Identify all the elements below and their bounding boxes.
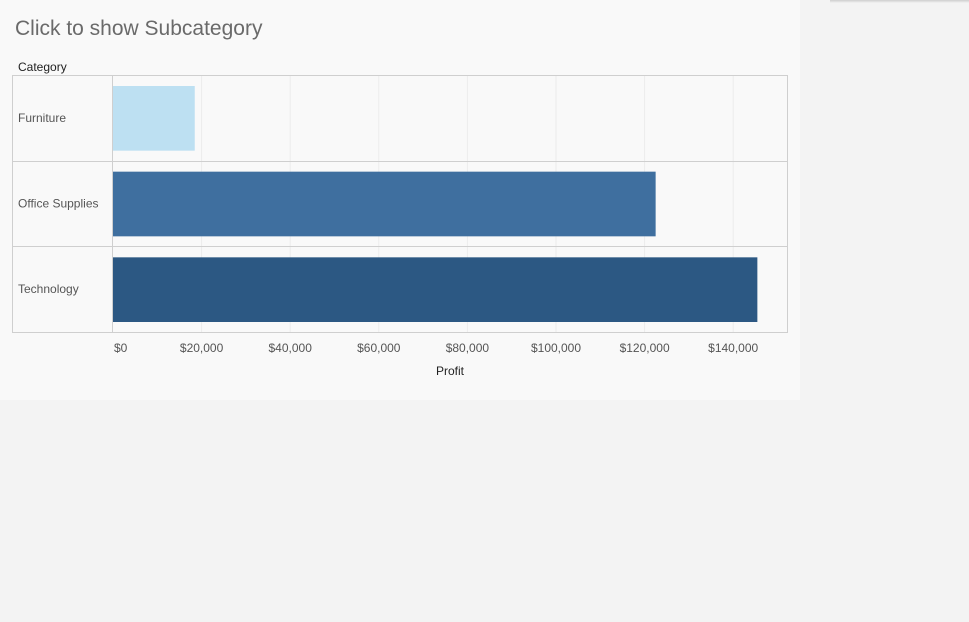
toolbar-shadow (830, 0, 969, 3)
category-label-office-supplies: Office Supplies (18, 197, 99, 211)
x-tick-label: $100,000 (531, 341, 581, 355)
dashboard-panel: Click to show Subcategory Category Furni… (12, 17, 788, 378)
x-tick-label: $40,000 (269, 341, 313, 355)
x-tick-label: $80,000 (446, 341, 490, 355)
x-axis-title[interactable]: Profit (435, 364, 464, 378)
bar-furniture (113, 86, 195, 151)
x-tick-label: $60,000 (357, 341, 401, 355)
category-label-furniture: Furniture (18, 111, 66, 125)
category-label-technology: Technology (18, 282, 79, 296)
x-tick-label: $120,000 (620, 341, 670, 355)
chart-frame (12, 75, 788, 333)
profit-bar-chart: Furniture Office Supplies Technology $0 $20,… (12, 75, 788, 355)
x-tick-label: $20,000 (180, 341, 224, 355)
x-tick-label: $0 (114, 341, 128, 355)
category-column-header[interactable]: Category (18, 60, 67, 74)
bar-technology (113, 257, 758, 322)
x-tick-label: $140,000 (708, 341, 758, 355)
bar-office-supplies (113, 171, 656, 237)
dashboard-title[interactable]: Click to show Subcategory (15, 17, 263, 40)
